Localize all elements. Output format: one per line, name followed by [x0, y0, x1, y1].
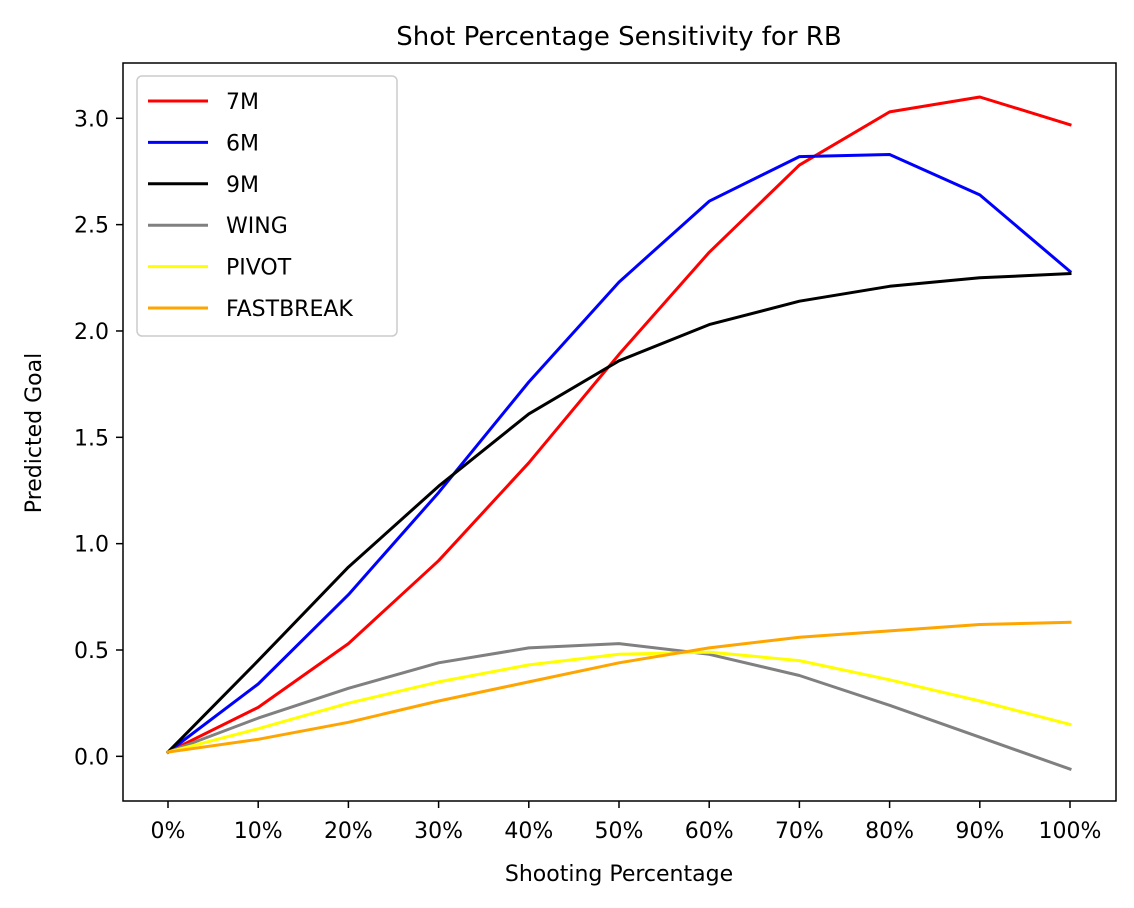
y-axis-title: Predicted Goal [22, 353, 47, 513]
series-line-wing [166, 642, 1072, 772]
x-tick-label: 30% [414, 819, 463, 844]
x-tick-label: 20% [324, 819, 373, 844]
legend-label-wing: WING [226, 214, 288, 239]
x-tick-label: 50% [595, 819, 644, 844]
x-tick-label: 40% [504, 819, 553, 844]
series-line-6m [165, 153, 1073, 755]
x-tick-label: 0% [151, 819, 186, 844]
y-tick-label: 0.0 [74, 745, 109, 770]
legend-label-7m: 7M [226, 90, 259, 115]
legend-label-fastbreak: FASTBREAK [226, 297, 353, 322]
x-tick-label: 10% [234, 819, 283, 844]
series-line-7m [165, 95, 1072, 755]
axes-layer: 0% 10% 20% 30% 40% 50% 60% 70% 80% 90% 100% 0.0 0.5 1… [74, 62, 1117, 844]
chart-title: Shot Percentage Sensitivity for RB [396, 22, 841, 52]
legend: 7M 6M 9M WING PIVOT FASTBREAK [136, 75, 398, 337]
series-layer [165, 95, 1073, 772]
series-line-pivot [166, 650, 1072, 754]
series-line-fastbreak [166, 620, 1072, 754]
x-tick-label: 90% [955, 819, 1004, 844]
series-line-9m [165, 272, 1072, 755]
y-tick-label: 3.0 [74, 107, 109, 132]
y-tick-label: 2.0 [74, 320, 109, 345]
x-tick-label: 60% [685, 819, 734, 844]
y-tick-label: 2.5 [74, 214, 109, 239]
legend-label-9m: 9M [226, 173, 259, 198]
y-tick-label: 1.0 [74, 533, 109, 558]
y-tick-label: 0.5 [74, 639, 109, 664]
legend-label-6m: 6M [226, 131, 259, 156]
legend-label-pivot: PIVOT [226, 256, 292, 281]
x-tick-label: 70% [775, 819, 824, 844]
x-axis-title: Shooting Percentage [505, 862, 733, 887]
x-tick-label: 80% [865, 819, 914, 844]
y-tick-label: 1.5 [74, 426, 109, 451]
x-tick-label: 100% [1039, 819, 1102, 844]
